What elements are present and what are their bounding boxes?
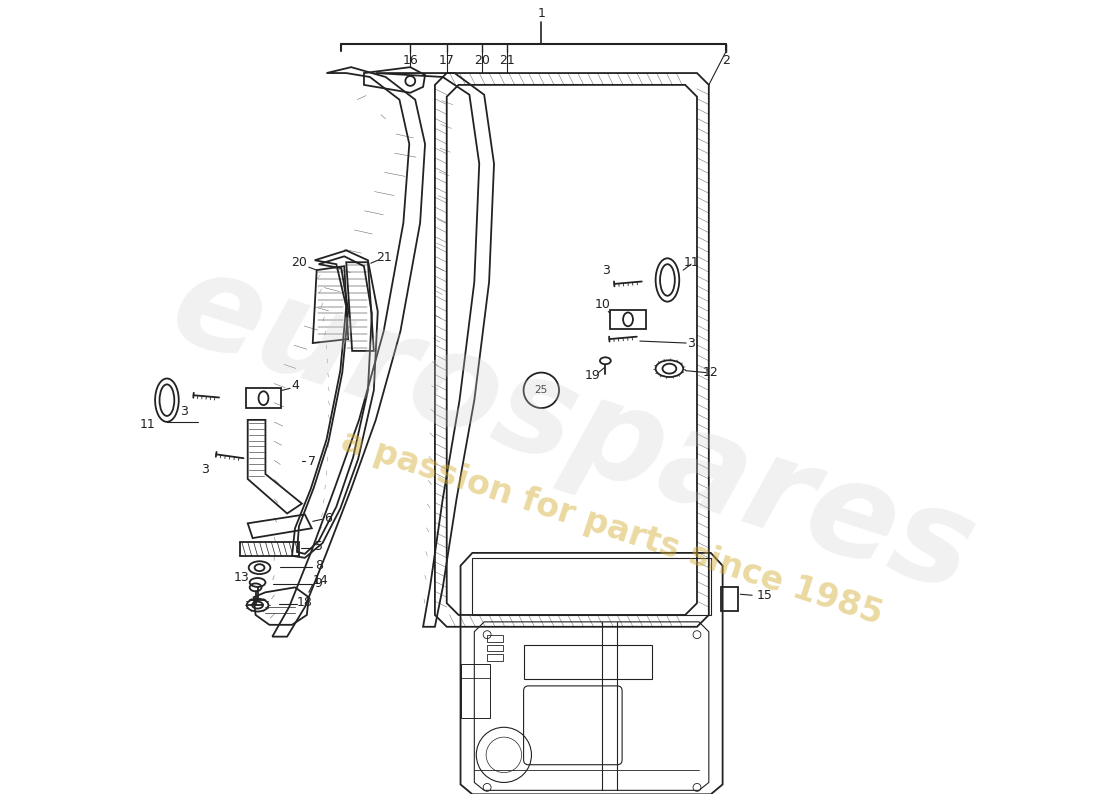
Text: 5: 5 <box>315 541 322 554</box>
Text: 1: 1 <box>538 7 546 21</box>
Text: 11: 11 <box>683 256 698 269</box>
Text: 21: 21 <box>499 54 515 66</box>
Text: 9: 9 <box>315 577 322 590</box>
Text: 8: 8 <box>315 559 322 572</box>
Text: 3: 3 <box>201 462 209 476</box>
Bar <box>720 587 738 611</box>
Bar <box>461 664 491 718</box>
Text: eurospares: eurospares <box>156 240 989 619</box>
Bar <box>487 645 503 651</box>
Text: 13: 13 <box>234 571 250 584</box>
Text: 19: 19 <box>585 369 601 382</box>
Text: 7: 7 <box>308 454 316 468</box>
Text: 11: 11 <box>140 418 155 431</box>
Text: 21: 21 <box>376 251 392 264</box>
Text: 16: 16 <box>403 54 418 66</box>
Text: 3: 3 <box>179 406 188 418</box>
Text: 2: 2 <box>722 54 729 66</box>
Text: a passion for parts since 1985: a passion for parts since 1985 <box>338 425 888 632</box>
Text: 20: 20 <box>474 54 491 66</box>
Text: 10: 10 <box>594 298 610 311</box>
Text: 15: 15 <box>757 589 773 602</box>
Text: 18: 18 <box>297 596 312 609</box>
Text: 20: 20 <box>292 256 307 269</box>
Bar <box>245 388 282 408</box>
Text: 14: 14 <box>312 574 329 587</box>
Bar <box>610 310 646 330</box>
Text: 25: 25 <box>535 386 548 395</box>
Text: 3: 3 <box>603 264 611 277</box>
Text: 12: 12 <box>703 366 718 379</box>
Text: 17: 17 <box>439 54 454 66</box>
Bar <box>487 654 503 662</box>
Text: 4: 4 <box>292 379 299 392</box>
Text: 6: 6 <box>324 512 332 525</box>
Text: 3: 3 <box>688 337 695 350</box>
Bar <box>487 634 503 642</box>
Bar <box>524 645 651 679</box>
